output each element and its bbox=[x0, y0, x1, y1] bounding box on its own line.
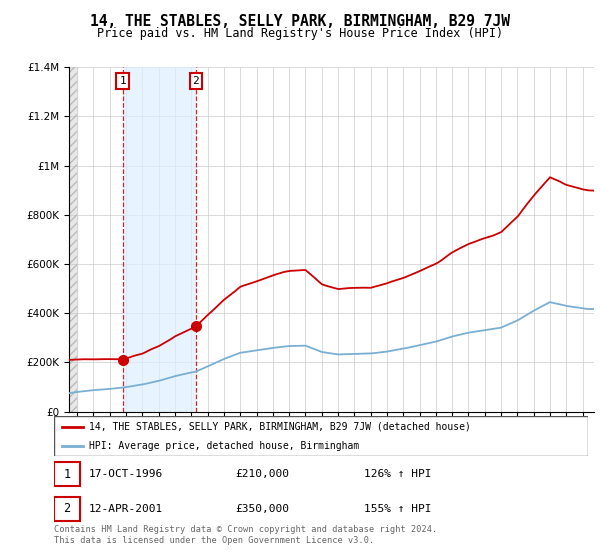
Text: 14, THE STABLES, SELLY PARK, BIRMINGHAM, B29 7JW (detached house): 14, THE STABLES, SELLY PARK, BIRMINGHAM,… bbox=[89, 422, 470, 432]
Bar bbox=[122, 67, 196, 412]
Text: 126% ↑ HPI: 126% ↑ HPI bbox=[364, 469, 431, 479]
Text: £350,000: £350,000 bbox=[236, 504, 290, 514]
Text: HPI: Average price, detached house, Birmingham: HPI: Average price, detached house, Birm… bbox=[89, 441, 359, 450]
Text: 12-APR-2001: 12-APR-2001 bbox=[89, 504, 163, 514]
Text: 14, THE STABLES, SELLY PARK, BIRMINGHAM, B29 7JW: 14, THE STABLES, SELLY PARK, BIRMINGHAM,… bbox=[90, 14, 510, 29]
Text: 1: 1 bbox=[63, 468, 70, 480]
Text: 1: 1 bbox=[119, 76, 126, 86]
FancyBboxPatch shape bbox=[54, 462, 80, 486]
Bar bbox=[69, 67, 77, 412]
Text: 17-OCT-1996: 17-OCT-1996 bbox=[89, 469, 163, 479]
FancyBboxPatch shape bbox=[54, 416, 588, 456]
Text: £210,000: £210,000 bbox=[236, 469, 290, 479]
FancyBboxPatch shape bbox=[54, 497, 80, 521]
Text: Contains HM Land Registry data © Crown copyright and database right 2024.
This d: Contains HM Land Registry data © Crown c… bbox=[54, 525, 437, 545]
Text: Price paid vs. HM Land Registry's House Price Index (HPI): Price paid vs. HM Land Registry's House … bbox=[97, 27, 503, 40]
Bar bbox=[69, 67, 77, 412]
Text: 2: 2 bbox=[63, 502, 70, 515]
Text: 155% ↑ HPI: 155% ↑ HPI bbox=[364, 504, 431, 514]
Text: 2: 2 bbox=[193, 76, 199, 86]
